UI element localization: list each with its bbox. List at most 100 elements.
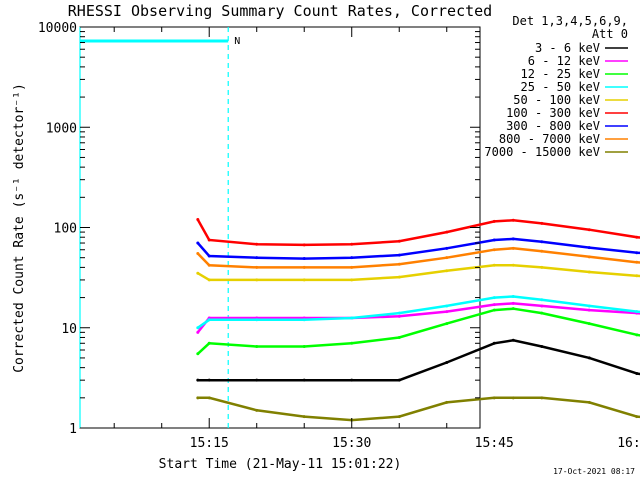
data-point bbox=[492, 396, 496, 400]
data-point bbox=[511, 294, 515, 298]
data-point bbox=[397, 378, 401, 382]
series-25-50-kev bbox=[196, 294, 640, 330]
data-point bbox=[511, 338, 515, 342]
series-100-300-kev bbox=[196, 218, 640, 247]
data-point bbox=[397, 275, 401, 279]
y-axis-label: Corrected Count Rate (s⁻¹ detector⁻¹) bbox=[12, 83, 27, 373]
data-point bbox=[196, 330, 200, 334]
data-point bbox=[445, 400, 449, 404]
data-point bbox=[511, 218, 515, 222]
data-point bbox=[587, 246, 591, 250]
data-point bbox=[492, 341, 496, 345]
data-point bbox=[397, 314, 401, 318]
data-point bbox=[511, 246, 515, 250]
data-point bbox=[635, 274, 639, 278]
legend-label: 300 - 800 keV bbox=[506, 119, 600, 133]
data-point bbox=[255, 256, 259, 260]
x-tick-label: 15:45 bbox=[475, 436, 514, 451]
data-point bbox=[196, 218, 200, 222]
data-point bbox=[397, 262, 401, 266]
data-point bbox=[255, 318, 259, 322]
data-point bbox=[540, 221, 544, 225]
data-point bbox=[207, 263, 211, 267]
y-tick-label: 10000 bbox=[38, 21, 77, 36]
data-point bbox=[196, 352, 200, 356]
data-point bbox=[492, 296, 496, 300]
legend-label: 25 - 50 keV bbox=[521, 80, 600, 94]
data-point bbox=[207, 318, 211, 322]
data-point bbox=[445, 246, 449, 250]
legend-label: 100 - 300 keV bbox=[506, 106, 600, 120]
series-300-800-kev bbox=[196, 237, 640, 261]
legend-label: 7000 - 15000 keV bbox=[484, 145, 600, 159]
data-point bbox=[397, 335, 401, 339]
data-point bbox=[587, 356, 591, 360]
data-point bbox=[255, 265, 259, 269]
data-point bbox=[587, 400, 591, 404]
data-point bbox=[540, 265, 544, 269]
legend-header-line1: Det 1,3,4,5,6,9, bbox=[512, 14, 628, 28]
data-point bbox=[350, 278, 354, 282]
y-tick-label: 1 bbox=[69, 422, 77, 437]
data-point bbox=[207, 378, 211, 382]
y-axis: 1 10 100 1000 10000 bbox=[38, 21, 480, 437]
data-point bbox=[350, 256, 354, 260]
data-point bbox=[255, 378, 259, 382]
data-point bbox=[492, 219, 496, 223]
data-point bbox=[587, 304, 591, 308]
data-point bbox=[492, 308, 496, 312]
data-point bbox=[445, 269, 449, 273]
legend-label: 3 - 6 keV bbox=[535, 41, 600, 55]
series-layer bbox=[196, 218, 640, 422]
data-point bbox=[445, 361, 449, 365]
data-point bbox=[255, 345, 259, 349]
x-tick-label: 15:15 bbox=[190, 436, 229, 451]
series-line bbox=[196, 218, 640, 247]
data-point bbox=[207, 278, 211, 282]
data-point bbox=[255, 408, 259, 412]
series-50-100-kev bbox=[196, 263, 640, 282]
data-point bbox=[511, 237, 515, 241]
data-point bbox=[302, 278, 306, 282]
data-point bbox=[511, 301, 515, 305]
data-point bbox=[635, 415, 639, 419]
data-point bbox=[540, 298, 544, 302]
data-point bbox=[492, 248, 496, 252]
data-point bbox=[350, 378, 354, 382]
data-point bbox=[207, 396, 211, 400]
data-point bbox=[207, 341, 211, 345]
legend-label: 12 - 25 keV bbox=[521, 67, 600, 81]
data-point bbox=[196, 252, 200, 256]
night-flag-label: N bbox=[234, 36, 240, 47]
data-point bbox=[587, 255, 591, 259]
data-point bbox=[302, 257, 306, 261]
data-point bbox=[255, 242, 259, 246]
legend-label: 800 - 7000 keV bbox=[499, 132, 600, 146]
data-point bbox=[445, 310, 449, 314]
data-point bbox=[397, 311, 401, 315]
series-12-25-kev bbox=[196, 307, 640, 356]
data-point bbox=[540, 304, 544, 308]
data-point bbox=[540, 311, 544, 315]
x-tick-label: 16:00 bbox=[617, 436, 640, 451]
legend-header-line2: Att 0 bbox=[592, 27, 628, 41]
data-point bbox=[196, 271, 200, 275]
data-point bbox=[302, 318, 306, 322]
data-point bbox=[492, 238, 496, 242]
data-point bbox=[196, 241, 200, 245]
data-point bbox=[540, 240, 544, 244]
legend-label: 50 - 100 keV bbox=[513, 93, 600, 107]
data-point bbox=[511, 263, 515, 267]
timestamp: 17-Oct-2021 08:17 bbox=[553, 467, 635, 476]
data-point bbox=[445, 256, 449, 260]
data-point bbox=[511, 396, 515, 400]
series-7000-15000-kev bbox=[196, 396, 640, 422]
plot-frame bbox=[79, 26, 481, 429]
data-point bbox=[492, 263, 496, 267]
data-point bbox=[255, 278, 259, 282]
data-point bbox=[540, 396, 544, 400]
